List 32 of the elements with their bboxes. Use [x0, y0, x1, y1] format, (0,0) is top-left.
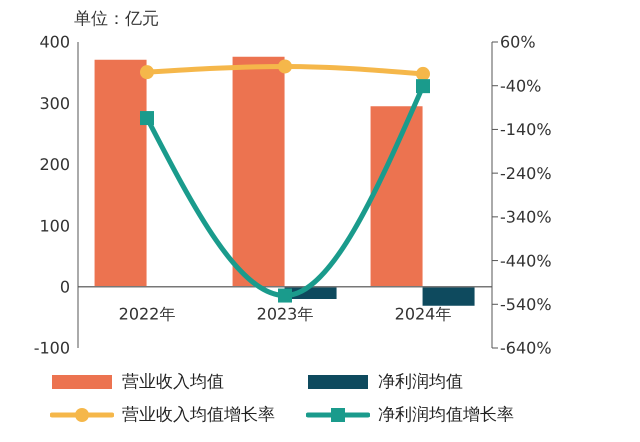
- y2-tick-label: -540%: [500, 294, 552, 314]
- point: [278, 59, 292, 74]
- x-tick-label: 2023年: [256, 304, 314, 324]
- y2-tick-label: -140%: [500, 120, 552, 140]
- bar: [370, 106, 423, 287]
- legend-label: 营业收入均值: [122, 371, 224, 393]
- y2-tick-label: -640%: [500, 338, 552, 358]
- y-axis-title: 单位：亿元: [74, 9, 159, 30]
- y2-tick-label: -340%: [500, 208, 552, 227]
- y-tick-label: -100: [34, 338, 70, 358]
- y-tick-label: 400: [39, 32, 70, 52]
- legend-label: 净利润均值增长率: [378, 404, 514, 426]
- y-tick-label: 0: [60, 277, 70, 296]
- y2-tick-label: 60%: [500, 32, 536, 52]
- y2-tick-label: -40%: [500, 76, 542, 96]
- point: [140, 65, 154, 80]
- y-tick-label: 200: [39, 155, 70, 174]
- point: [278, 288, 292, 303]
- legend-label: 营业收入均值增长率: [122, 404, 275, 426]
- y2-tick-label: -240%: [500, 164, 552, 183]
- bar: [94, 60, 147, 287]
- y-tick-label: 100: [39, 216, 70, 236]
- point: [140, 111, 154, 126]
- bar: [232, 56, 285, 287]
- bar: [422, 286, 475, 306]
- y2-tick-label: -440%: [500, 251, 552, 270]
- legend-label: 净利润均值: [378, 371, 463, 393]
- x-tick-label: 2024年: [394, 304, 452, 324]
- x-tick-label: 2022年: [118, 304, 176, 324]
- point: [416, 79, 430, 94]
- y-tick-label: 300: [39, 94, 70, 113]
- point: [416, 66, 430, 81]
